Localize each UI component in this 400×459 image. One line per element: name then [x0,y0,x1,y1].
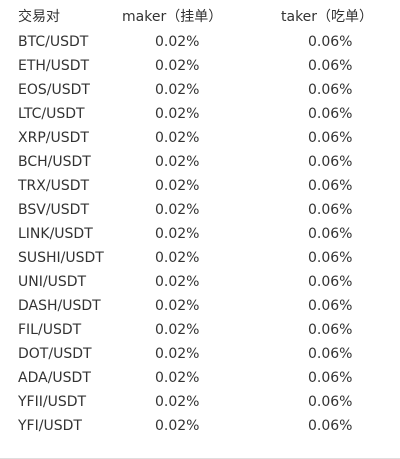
table-row: DOT/USDT 0.02% 0.06% [0,342,400,366]
table-row: DASH/USDT 0.02% 0.06% [0,294,400,318]
maker-fee-cell: 0.02% [155,178,200,194]
table-body: BTC/USDT 0.02% 0.06% ETH/USDT 0.02% 0.06% EOS/… [0,30,400,438]
taker-fee-cell: 0.06% [308,370,353,386]
taker-fee-cell: 0.06% [308,178,353,194]
pair-cell: LTC/USDT [18,106,85,122]
table-row: YFI/USDT 0.02% 0.06% [0,414,400,438]
taker-fee-cell: 0.06% [308,154,353,170]
taker-fee-cell: 0.06% [308,274,353,290]
taker-fee-cell: 0.06% [308,322,353,338]
pair-cell: DASH/USDT [18,298,101,314]
pair-cell: YFII/USDT [18,394,87,410]
table-row: SUSHI/USDT 0.02% 0.06% [0,246,400,270]
table-row: LTC/USDT 0.02% 0.06% [0,102,400,126]
taker-fee-cell: 0.06% [308,298,353,314]
pair-cell: TRX/USDT [18,178,90,194]
pair-cell: FIL/USDT [18,322,82,338]
pair-cell: UNI/USDT [18,274,87,290]
pair-cell: XRP/USDT [18,130,89,146]
table-row: UNI/USDT 0.02% 0.06% [0,270,400,294]
maker-fee-cell: 0.02% [155,34,200,50]
table-row: TRX/USDT 0.02% 0.06% [0,174,400,198]
maker-fee-cell: 0.02% [155,370,200,386]
maker-fee-cell: 0.02% [155,274,200,290]
maker-fee-cell: 0.02% [155,106,200,122]
pair-cell: BCH/USDT [18,154,91,170]
table-row: BSV/USDT 0.02% 0.06% [0,198,400,222]
taker-fee-cell: 0.06% [308,250,353,266]
maker-fee-cell: 0.02% [155,346,200,362]
fee-table: 交易对 maker（挂单） taker（吃单） BTC/USDT 0.02% 0.0… [0,5,400,459]
pair-cell: SUSHI/USDT [18,250,104,266]
taker-fee-cell: 0.06% [308,34,353,50]
maker-fee-cell: 0.02% [155,58,200,74]
pair-cell: ADA/USDT [18,370,91,386]
header-taker: taker（吃单） [281,9,374,25]
table-row: ADA/USDT 0.02% 0.06% [0,366,400,390]
maker-fee-cell: 0.02% [155,226,200,242]
maker-fee-cell: 0.02% [155,250,200,266]
pair-cell: EOS/USDT [18,82,90,98]
pair-cell: YFI/USDT [18,418,82,434]
maker-fee-cell: 0.02% [155,130,200,146]
maker-fee-cell: 0.02% [155,322,200,338]
pair-cell: BSV/USDT [18,202,90,218]
taker-fee-cell: 0.06% [308,106,353,122]
pair-cell: BTC/USDT [18,34,89,50]
taker-fee-cell: 0.06% [308,394,353,410]
pair-cell: ETH/USDT [18,58,90,74]
taker-fee-cell: 0.06% [308,418,353,434]
maker-fee-cell: 0.02% [155,202,200,218]
pair-cell: DOT/USDT [18,346,92,362]
table-header-row: 交易对 maker（挂单） taker（吃单） [0,5,400,29]
header-pair: 交易对 [18,9,60,25]
maker-fee-cell: 0.02% [155,82,200,98]
maker-fee-cell: 0.02% [155,154,200,170]
taker-fee-cell: 0.06% [308,346,353,362]
maker-fee-cell: 0.02% [155,418,200,434]
taker-fee-cell: 0.06% [308,202,353,218]
table-row: YFII/USDT 0.02% 0.06% [0,390,400,414]
maker-fee-cell: 0.02% [155,394,200,410]
taker-fee-cell: 0.06% [308,226,353,242]
table-row: EOS/USDT 0.02% 0.06% [0,78,400,102]
table-row: LINK/USDT 0.02% 0.06% [0,222,400,246]
taker-fee-cell: 0.06% [308,130,353,146]
taker-fee-cell: 0.06% [308,58,353,74]
header-maker: maker（挂单） [122,9,223,25]
maker-fee-cell: 0.02% [155,298,200,314]
table-row: BTC/USDT 0.02% 0.06% [0,30,400,54]
taker-fee-cell: 0.06% [308,82,353,98]
pair-cell: LINK/USDT [18,226,93,242]
table-row: ETH/USDT 0.02% 0.06% [0,54,400,78]
table-row: FIL/USDT 0.02% 0.06% [0,318,400,342]
table-row: BCH/USDT 0.02% 0.06% [0,150,400,174]
table-row: XRP/USDT 0.02% 0.06% [0,126,400,150]
